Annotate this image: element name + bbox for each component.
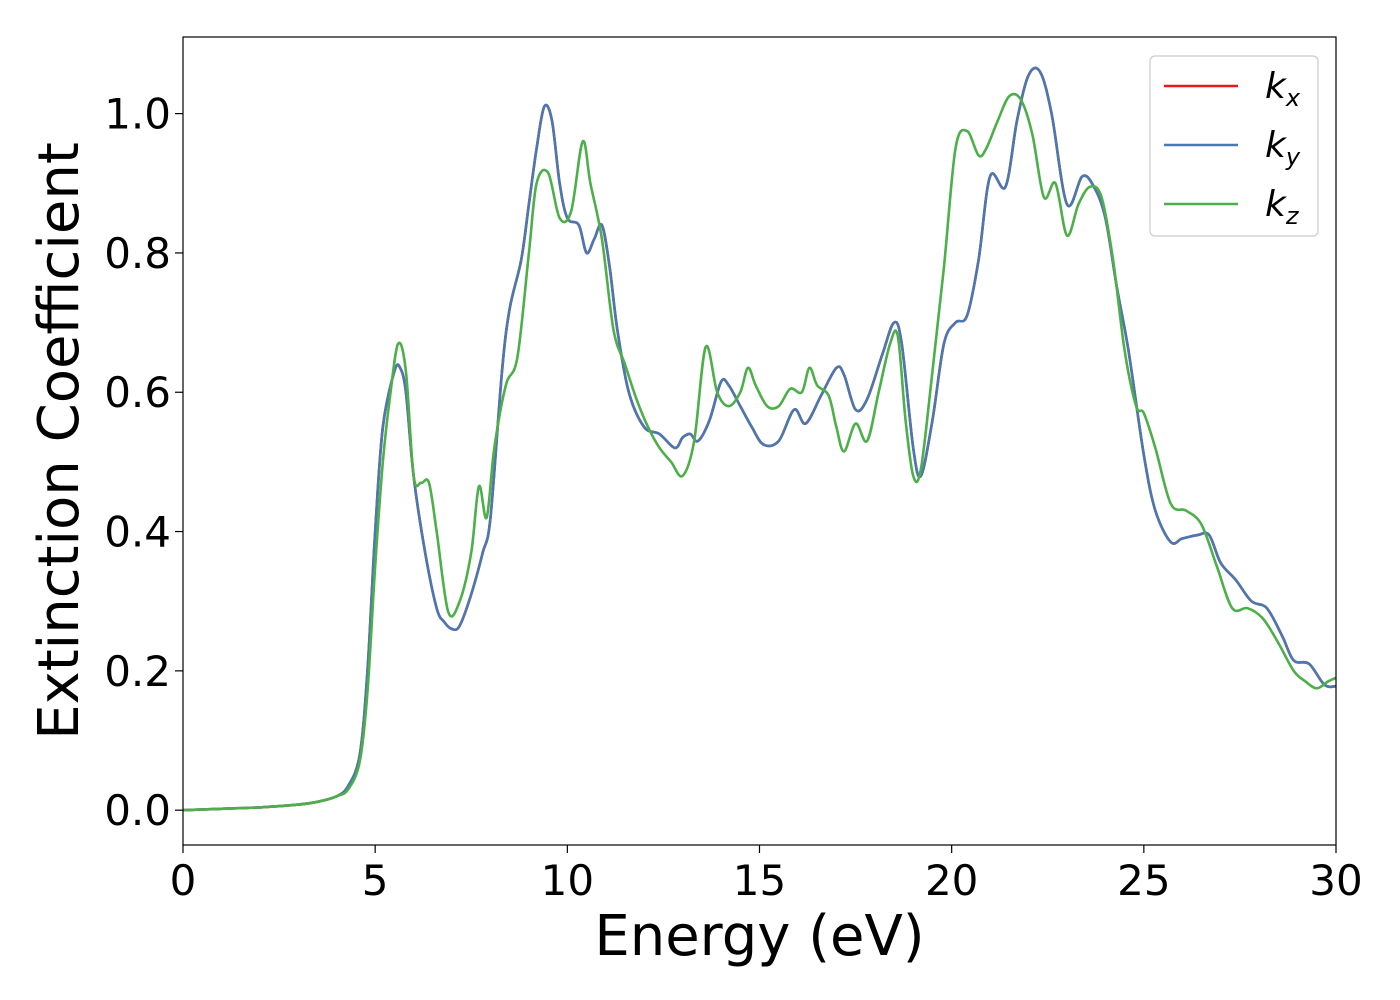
y-tick-label: 0.4 <box>104 508 171 557</box>
x-tick-label: 15 <box>733 856 786 905</box>
legend-label-k-x: kx <box>1265 66 1301 112</box>
y-tick-label: 0.2 <box>104 647 171 696</box>
x-tick-label: 0 <box>170 856 197 905</box>
x-axis-ticks: 0 5 10 15 20 25 30 <box>170 845 1363 905</box>
y-axis-ticks: 0.0 0.2 0.4 0.6 0.8 1.0 <box>104 90 183 835</box>
x-axis-label: Energy (eV) <box>594 904 924 969</box>
legend-label-k-y: ky <box>1265 125 1301 171</box>
x-tick-label: 20 <box>925 856 978 905</box>
legend: kx ky kz <box>1149 55 1319 237</box>
series-lines <box>183 66 1336 812</box>
y-tick-label: 1.0 <box>104 90 171 139</box>
x-tick-label: 25 <box>1117 856 1170 905</box>
series-line-k-z <box>183 92 1336 812</box>
y-tick-label: 0.0 <box>104 786 171 835</box>
x-tick-label: 30 <box>1309 856 1362 905</box>
x-tick-label: 10 <box>541 856 594 905</box>
legend-label-k-z: kz <box>1265 184 1300 230</box>
y-tick-label: 0.8 <box>104 229 171 278</box>
y-axis-label: Extinction Coefficient <box>27 142 92 740</box>
x-tick-label: 5 <box>362 856 389 905</box>
y-tick-label: 0.6 <box>104 368 171 417</box>
